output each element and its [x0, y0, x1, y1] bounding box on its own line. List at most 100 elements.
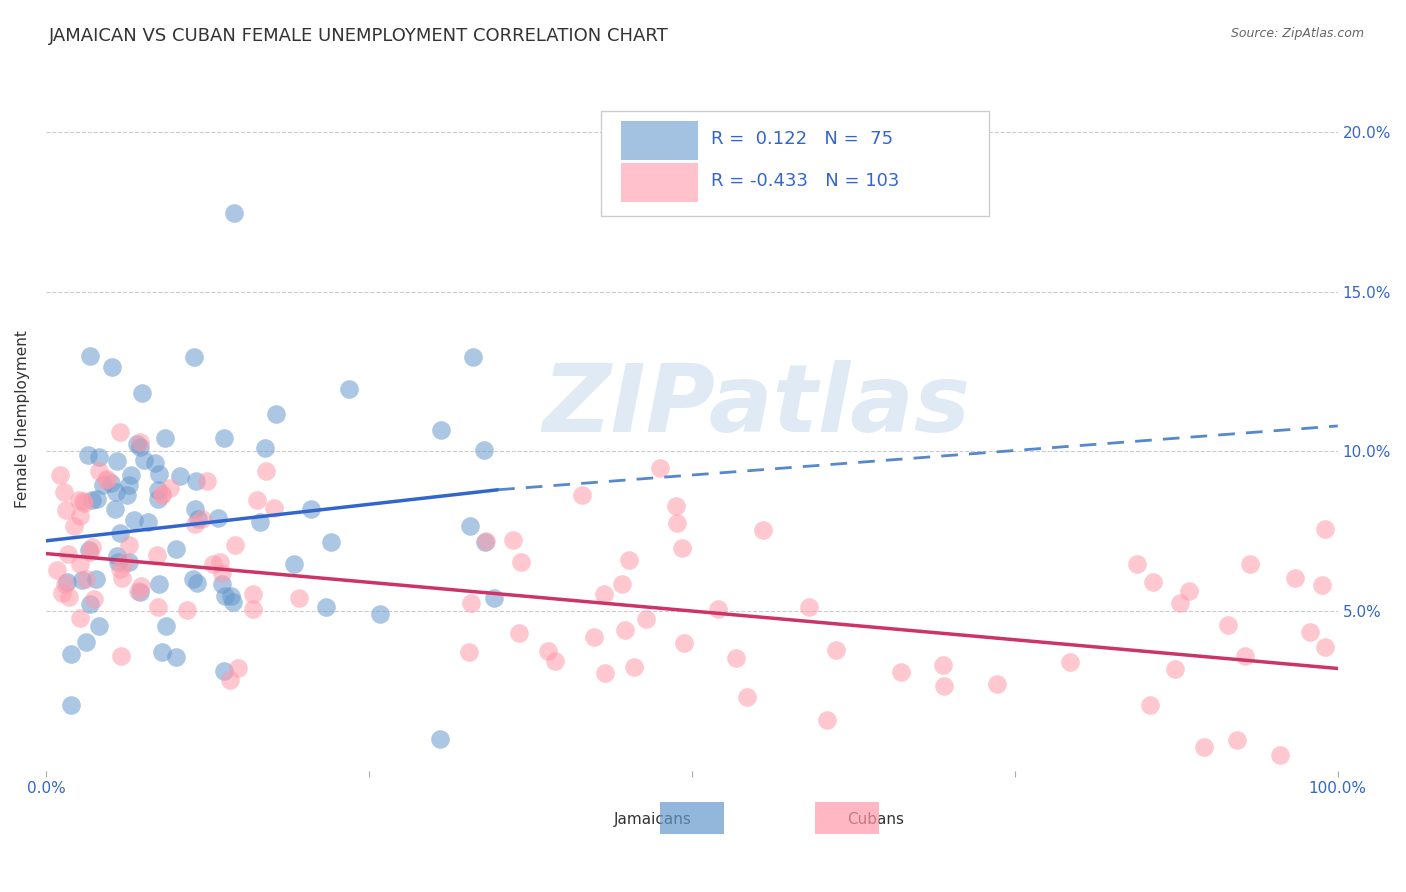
Point: [49, 467, 72, 482]
Point: [75, 572, 97, 586]
Point: [934, 679, 956, 693]
Point: [735, 690, 758, 704]
Point: [120, 467, 142, 482]
Point: [111, 571, 134, 585]
Point: [1225, 732, 1247, 747]
Point: [214, 431, 236, 445]
Text: R = -0.433   N = 103: R = -0.433 N = 103: [711, 172, 900, 190]
Point: [72, 494, 94, 508]
Point: [150, 645, 173, 659]
Point: [707, 601, 730, 615]
Point: [1313, 522, 1336, 536]
Point: [186, 575, 208, 590]
Point: [508, 626, 530, 640]
Point: [115, 488, 138, 502]
Point: [544, 654, 567, 668]
Point: [108, 425, 131, 439]
Point: [890, 665, 912, 679]
Point: [58, 591, 80, 605]
Text: R =  0.122   N =  75: R = 0.122 N = 75: [711, 129, 893, 148]
Point: [202, 557, 225, 571]
Point: [107, 555, 129, 569]
Point: [96, 472, 118, 486]
Point: [101, 359, 124, 374]
Text: Source: ZipAtlas.com: Source: ZipAtlas.com: [1230, 27, 1364, 40]
FancyBboxPatch shape: [621, 121, 699, 160]
Point: [797, 599, 820, 614]
Point: [84, 572, 107, 586]
Point: [79, 545, 101, 559]
Point: [1163, 662, 1185, 676]
Point: [87, 464, 110, 478]
Point: [148, 577, 170, 591]
Point: [249, 515, 271, 529]
Point: [321, 535, 343, 549]
Point: [128, 434, 150, 449]
Point: [1059, 655, 1081, 669]
Point: [129, 585, 152, 599]
Point: [337, 383, 360, 397]
Point: [60, 647, 83, 661]
Point: [460, 596, 482, 610]
Point: [131, 579, 153, 593]
Point: [673, 635, 696, 649]
Point: [184, 517, 207, 532]
Point: [187, 512, 209, 526]
Point: [932, 658, 955, 673]
Point: [136, 516, 159, 530]
Point: [595, 665, 617, 680]
Point: [582, 630, 605, 644]
Point: [315, 600, 337, 615]
FancyBboxPatch shape: [659, 802, 724, 834]
Point: [91, 478, 114, 492]
Point: [195, 475, 218, 489]
Point: [242, 587, 264, 601]
Point: [94, 473, 117, 487]
Point: [1139, 698, 1161, 712]
Point: [79, 597, 101, 611]
Point: [146, 483, 169, 498]
Point: [186, 474, 208, 488]
Point: [671, 541, 693, 556]
Point: [617, 553, 640, 567]
Point: [226, 661, 249, 675]
Point: [207, 510, 229, 524]
Point: [246, 493, 269, 508]
Point: [612, 577, 634, 591]
Point: [67, 492, 90, 507]
Point: [165, 541, 187, 556]
Point: [69, 509, 91, 524]
Point: [53, 577, 76, 591]
Point: [169, 469, 191, 483]
Point: [148, 599, 170, 614]
Point: [214, 589, 236, 603]
Point: [104, 484, 127, 499]
Point: [1270, 747, 1292, 762]
Point: [1298, 625, 1320, 640]
Point: [666, 516, 689, 530]
Point: [1313, 640, 1336, 654]
Point: [82, 540, 104, 554]
Point: [472, 442, 495, 457]
Point: [104, 501, 127, 516]
Point: [1192, 740, 1215, 755]
Point: [593, 587, 616, 601]
Point: [224, 537, 246, 551]
Point: [165, 650, 187, 665]
Point: [63, 518, 86, 533]
Point: [1177, 584, 1199, 599]
Point: [55, 503, 77, 517]
Point: [60, 698, 83, 713]
Point: [184, 502, 207, 516]
Point: [254, 441, 277, 455]
Point: [301, 502, 323, 516]
Point: [129, 440, 152, 454]
Point: [77, 448, 100, 462]
FancyBboxPatch shape: [602, 111, 988, 216]
Point: [752, 523, 775, 537]
Point: [283, 557, 305, 571]
Point: [211, 577, 233, 591]
Point: [56, 575, 79, 590]
Text: JAMAICAN VS CUBAN FEMALE UNEMPLOYMENT CORRELATION CHART: JAMAICAN VS CUBAN FEMALE UNEMPLOYMENT CO…: [49, 27, 669, 45]
Point: [100, 476, 122, 491]
